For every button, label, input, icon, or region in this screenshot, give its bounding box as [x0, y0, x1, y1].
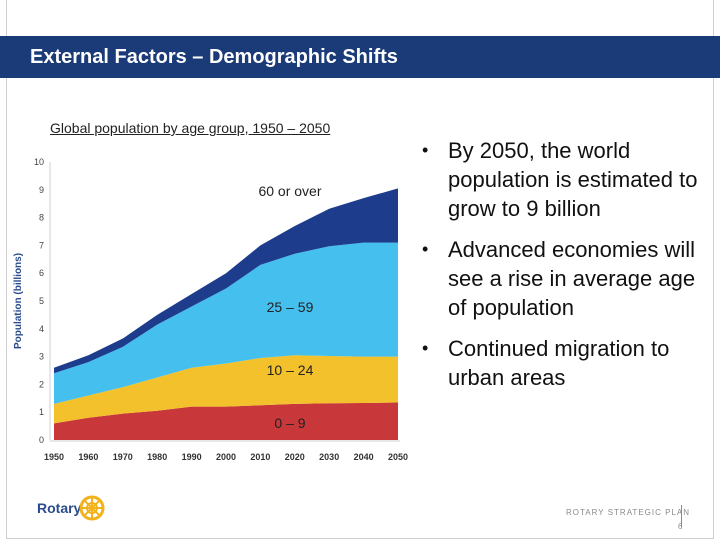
series-label: 0 – 9 — [274, 415, 305, 431]
x-tick-label: 1960 — [78, 452, 98, 462]
x-tick-label: 2030 — [319, 452, 339, 462]
bullet-list: • By 2050, the world population is estima… — [420, 136, 710, 404]
title-bar — [0, 36, 720, 78]
x-tick-label: 1980 — [147, 452, 167, 462]
bullet-text: Continued migration to urban areas — [448, 336, 670, 390]
area-series-3 — [54, 188, 398, 374]
series-labels: 0 – 9 10 – 24 25 – 59 60 or over — [258, 183, 321, 431]
area-series-2 — [54, 242, 398, 404]
page-number: 6 — [678, 522, 683, 531]
bullet-item: • Continued migration to urban areas — [422, 336, 670, 390]
series-label: 25 – 59 — [267, 299, 314, 315]
x-tick-label: 2010 — [250, 452, 270, 462]
x-tick-label: 2000 — [216, 452, 236, 462]
y-tick-label: 10 — [34, 157, 44, 167]
y-tick-label: 3 — [39, 352, 44, 362]
x-tick-label: 1990 — [182, 452, 202, 462]
y-axis-title: Population (billions) — [13, 253, 24, 349]
bullet-text: By 2050, the world population is estimat… — [448, 138, 698, 221]
series-label: 60 or over — [258, 183, 321, 199]
area-series-0 — [54, 402, 398, 440]
x-tick-label: 1970 — [113, 452, 133, 462]
y-tick-label: 1 — [39, 407, 44, 417]
x-tick-label: 2050 — [388, 452, 408, 462]
y-tick-label: 0 — [39, 435, 44, 445]
area-series-1 — [54, 355, 398, 424]
y-tick-label: 5 — [39, 296, 44, 306]
x-tick-label: 1950 — [44, 452, 64, 462]
x-tick-label: 2040 — [354, 452, 374, 462]
x-tick-label: 2020 — [285, 452, 305, 462]
chart-axes: 0 1 2 3 4 5 6 7 8 9 10 1950 1960 1970 1980 1990 2000 2010… — [13, 157, 408, 462]
bullet-item: • Advanced economies will see a rise in a… — [422, 237, 696, 320]
chart-caption: Global population by age group, 1950 – 2… — [50, 120, 331, 136]
y-tick-label: 9 — [39, 185, 44, 195]
bullet-text: Advanced economies will see a rise in av… — [448, 237, 696, 320]
y-tick-label: 7 — [39, 240, 44, 250]
y-tick-label: 2 — [39, 379, 44, 389]
footer-text: ROTARY STRATEGIC PLAN — [566, 508, 690, 517]
y-tick-label: 4 — [39, 324, 44, 334]
y-tick-label: 8 — [39, 213, 44, 223]
y-tick-label: 6 — [39, 268, 44, 278]
slide-frame — [6, 0, 714, 539]
rotary-logo-text: Rotary — [37, 500, 82, 516]
area-layers — [54, 188, 398, 440]
series-label: 10 – 24 — [267, 362, 314, 378]
slide-title: External Factors – Demographic Shifts — [30, 46, 398, 68]
rotary-wheel-icon — [79, 495, 105, 521]
bullet-item: • By 2050, the world population is estima… — [422, 138, 698, 221]
footer-divider — [681, 505, 682, 527]
